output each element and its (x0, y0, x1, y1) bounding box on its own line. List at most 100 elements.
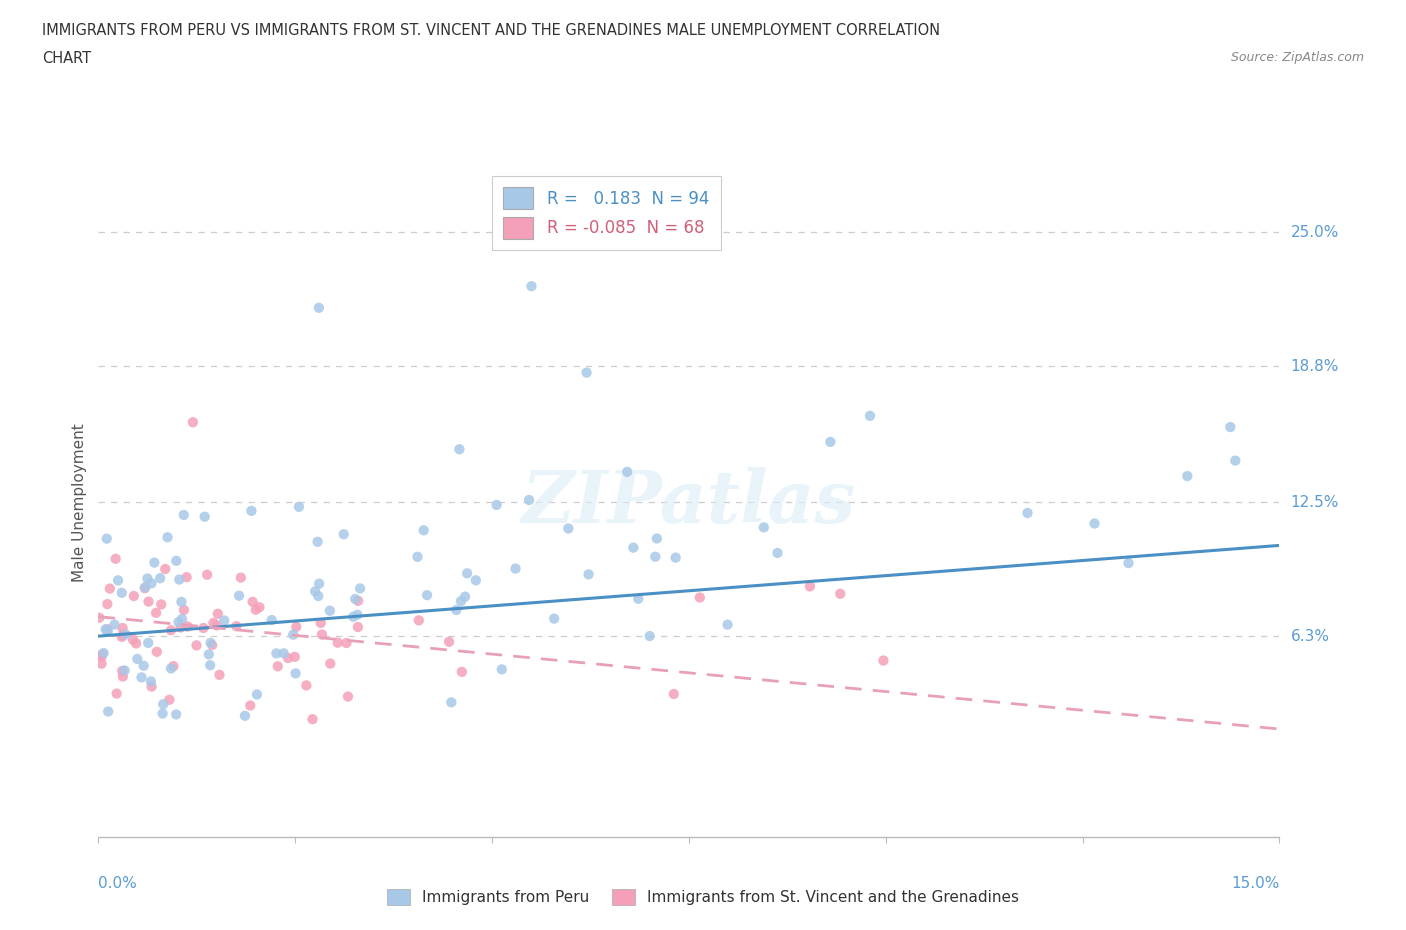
Point (412, 523, 434, 538)
Point (273, 646, 295, 661)
Point (152, 706, 174, 721)
Point (349, 581, 371, 596)
Point (1017, 506, 1039, 521)
Point (170, 620, 193, 635)
Point (440, 695, 463, 710)
Point (240, 503, 263, 518)
Point (156, 530, 179, 545)
Point (245, 603, 267, 618)
Point (242, 594, 264, 609)
Point (169, 572, 191, 587)
Point (485, 498, 508, 512)
Point (96, 597, 118, 612)
Point (214, 613, 236, 628)
Point (308, 300, 330, 315)
Point (337, 689, 360, 704)
Point (319, 604, 342, 618)
Point (225, 618, 247, 633)
Point (578, 567, 600, 582)
Point (98, 581, 121, 596)
Point (145, 605, 167, 620)
Point (181, 415, 204, 430)
Point (233, 709, 256, 724)
Point (186, 638, 208, 653)
Text: 6.3%: 6.3% (1291, 629, 1330, 644)
Point (277, 651, 299, 666)
Point (136, 635, 159, 650)
Point (114, 663, 136, 678)
Point (170, 594, 193, 609)
Point (93, 645, 115, 660)
Point (627, 591, 650, 606)
Point (89, 610, 111, 625)
Point (165, 707, 187, 722)
Point (150, 597, 173, 612)
Y-axis label: Male Unemployment: Male Unemployment (72, 423, 87, 581)
Point (194, 510, 217, 525)
Point (134, 581, 156, 596)
Point (193, 620, 215, 635)
Point (491, 662, 513, 677)
Point (198, 647, 221, 662)
Point (122, 632, 145, 647)
Point (304, 584, 326, 599)
Point (520, 279, 543, 294)
Point (105, 686, 128, 701)
Point (94, 622, 117, 637)
Point (155, 562, 177, 577)
Point (202, 616, 225, 631)
Point (1083, 516, 1105, 531)
Point (284, 649, 307, 664)
Point (139, 674, 162, 689)
Point (295, 678, 318, 693)
Point (645, 531, 668, 546)
Point (752, 520, 775, 535)
Point (616, 464, 638, 479)
Point (267, 658, 290, 673)
Point (173, 508, 195, 523)
Point (437, 634, 460, 649)
Point (449, 442, 471, 457)
Text: 15.0%: 15.0% (1232, 876, 1279, 891)
Point (229, 570, 252, 585)
Point (200, 635, 222, 650)
Point (131, 670, 153, 684)
Point (90, 657, 112, 671)
Point (91, 647, 114, 662)
Point (284, 666, 307, 681)
Point (138, 594, 160, 609)
Point (311, 627, 333, 642)
Point (96, 531, 118, 546)
Point (176, 619, 198, 634)
Text: CHART: CHART (42, 51, 91, 66)
Point (104, 551, 127, 566)
Point (644, 550, 666, 565)
Text: IMMIGRANTS FROM PERU VS IMMIGRANTS FROM ST. VINCENT AND THE GRENADINES MALE UNEM: IMMIGRANTS FROM PERU VS IMMIGRANTS FROM … (42, 23, 941, 38)
Point (446, 603, 468, 618)
Point (107, 573, 129, 588)
Point (103, 618, 125, 632)
Legend: Immigrants from Peru, Immigrants from St. Vincent and the Grenadines: Immigrants from Peru, Immigrants from St… (380, 882, 1026, 913)
Point (201, 638, 224, 653)
Text: ZIPatlas: ZIPatlas (522, 467, 856, 538)
Point (1219, 419, 1241, 434)
Point (309, 616, 332, 631)
Point (689, 590, 711, 604)
Point (347, 619, 370, 634)
Point (799, 579, 821, 594)
Point (638, 629, 661, 644)
Point (246, 687, 269, 702)
Point (132, 658, 155, 673)
Point (111, 630, 134, 644)
Text: 18.8%: 18.8% (1291, 359, 1339, 374)
Point (456, 565, 478, 580)
Point (766, 546, 789, 561)
Point (344, 591, 367, 606)
Point (662, 686, 685, 701)
Point (872, 653, 894, 668)
Point (170, 611, 193, 626)
Point (228, 589, 250, 604)
Point (165, 553, 187, 568)
Point (111, 670, 134, 684)
Point (301, 711, 323, 726)
